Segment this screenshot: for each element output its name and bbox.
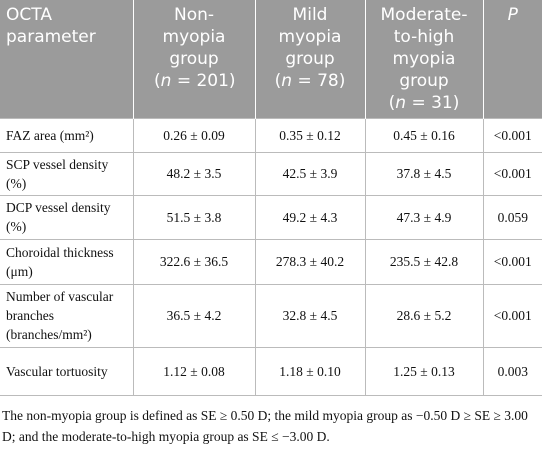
row-label: FAZ area (mm²)	[0, 117, 134, 153]
cell: 235.5 ± 42.8	[364, 238, 484, 285]
cell-text: 36.5 ± 4.2	[166, 308, 222, 323]
cell-text: SCP vessel density (%)	[6, 156, 109, 191]
cell: 28.6 ± 5.2	[364, 283, 484, 348]
header-text: n	[160, 71, 172, 91]
cell: <0.001	[482, 151, 542, 196]
cell-text: 322.6 ± 36.5	[159, 254, 229, 269]
header-cell: Moderate-to-high myopia group (n = 31)	[365, 0, 484, 118]
cell-text: FAZ area (mm²)	[6, 127, 94, 143]
cell-text: 48.2 ± 3.5	[166, 166, 222, 181]
cell: 0.059	[482, 194, 542, 240]
cell-text: 0.35 ± 0.12	[279, 127, 341, 143]
cell-text: Vascular tortuosity	[6, 363, 108, 379]
cell-text: 1.18 ± 0.10	[279, 363, 341, 379]
cell: 1.18 ± 0.10	[254, 346, 366, 396]
cell-text: 278.3 ± 40.2	[275, 254, 345, 269]
cell-text: 28.6 ± 5.2	[396, 308, 452, 323]
cell-text: <0.001	[493, 254, 532, 269]
header-text: = 78)	[292, 71, 346, 91]
data-table: OCTA parameter Non-myopia group (n = 201…	[0, 0, 542, 396]
header-text: (	[154, 71, 161, 91]
cell: 51.5 ± 3.8	[132, 194, 256, 240]
cell-text: Number of vascular branches (branches/mm…	[6, 289, 114, 342]
cell: 1.25 ± 0.13	[364, 346, 484, 396]
cell-text: 42.5 ± 3.9	[282, 166, 338, 181]
cell-text: 49.2 ± 4.3	[282, 209, 338, 225]
cell: <0.001	[482, 117, 542, 153]
cell: 47.3 ± 4.9	[364, 194, 484, 240]
cell-text: Choroidal thickness (μm)	[6, 244, 114, 279]
cell-text: 0.45 ± 0.16	[393, 127, 455, 143]
cell-text: 37.8 ± 4.5	[396, 166, 452, 181]
row-label: Number of vascular branches (branches/mm…	[0, 283, 134, 348]
table-row: SCP vessel density (%) 48.2 ± 3.5 42.5 ± 3…	[0, 151, 542, 196]
table-row: FAZ area (mm²) 0.26 ± 0.09 0.35 ± 0.12 0.45…	[0, 117, 542, 153]
row-label: SCP vessel density (%)	[0, 151, 134, 196]
header-text: OCTA parameter	[6, 5, 96, 47]
header-text: Mild myopia group	[278, 5, 342, 69]
header-text: Moderate-to-high myopia group	[380, 5, 468, 91]
header-cell: OCTA parameter	[0, 0, 134, 118]
footnote: The non-myopia group is defined as SE ≥ …	[2, 407, 528, 444]
cell: 32.8 ± 4.5	[254, 283, 366, 348]
header-row: OCTA parameter Non-myopia group (n = 201…	[0, 0, 542, 118]
cell: 48.2 ± 3.5	[132, 151, 256, 196]
cell-text: 47.3 ± 4.9	[396, 209, 452, 225]
cell-text: 0.059	[497, 209, 528, 225]
row-label: DCP vessel density (%)	[0, 194, 134, 240]
cell-text: 51.5 ± 3.8	[166, 209, 222, 225]
table-row: Vascular tortuosity 1.12 ± 0.08 1.18 ± 0.1…	[0, 346, 542, 396]
cell: 37.8 ± 4.5	[364, 151, 484, 196]
row-label: Choroidal thickness (μm)	[0, 238, 134, 285]
header-text: P	[507, 5, 518, 25]
cell: <0.001	[482, 238, 542, 285]
cell-text: 1.12 ± 0.08	[163, 363, 225, 379]
header-text: (	[274, 71, 282, 91]
cell: <0.001	[482, 283, 542, 348]
row-label: Vascular tortuosity	[0, 346, 134, 396]
cell: 0.45 ± 0.16	[364, 117, 484, 153]
cell: 0.003	[482, 346, 542, 396]
cell: 0.35 ± 0.12	[254, 117, 366, 153]
cell: 0.26 ± 0.09	[132, 117, 256, 153]
cell-text: 1.25 ± 0.13	[393, 363, 455, 379]
cell-text: DCP vessel density (%)	[6, 200, 111, 234]
header-text: n	[395, 93, 407, 113]
table-body: FAZ area (mm²) 0.26 ± 0.09 0.35 ± 0.12 0.45…	[0, 117, 542, 396]
table-row: Number of vascular branches (branches/mm…	[0, 283, 542, 348]
cell: 42.5 ± 3.9	[254, 151, 366, 196]
cell: 36.5 ± 4.2	[132, 283, 256, 348]
header-text: (	[388, 93, 396, 113]
header-text: n	[281, 71, 293, 91]
cell-text: 0.26 ± 0.09	[163, 127, 225, 143]
header-text: = 31)	[406, 93, 460, 113]
cell: 322.6 ± 36.5	[132, 238, 256, 285]
cell: 278.3 ± 40.2	[254, 238, 366, 285]
header-cell: Non-myopia group (n = 201)	[133, 0, 256, 118]
header-text: = 201)	[171, 71, 236, 91]
cell-text: <0.001	[493, 166, 532, 181]
header-text: Non-myopia group	[162, 5, 226, 69]
table-row: Choroidal thickness (μm) 322.6 ± 36.5 278.…	[0, 238, 542, 285]
header-cell: Mild myopia group (n = 78)	[255, 0, 366, 118]
cell: 1.12 ± 0.08	[132, 346, 256, 396]
cell: 49.2 ± 4.3	[254, 194, 366, 240]
cell-text: 32.8 ± 4.5	[282, 308, 338, 323]
table-row: DCP vessel density (%) 51.5 ± 3.8 49.2 ± 4…	[0, 194, 542, 240]
cell-text: 235.5 ± 42.8	[389, 254, 459, 269]
cell-text: <0.001	[493, 127, 532, 143]
cell-text: <0.001	[493, 308, 532, 323]
header-cell: P	[483, 0, 542, 118]
cell-text: 0.003	[497, 363, 528, 379]
